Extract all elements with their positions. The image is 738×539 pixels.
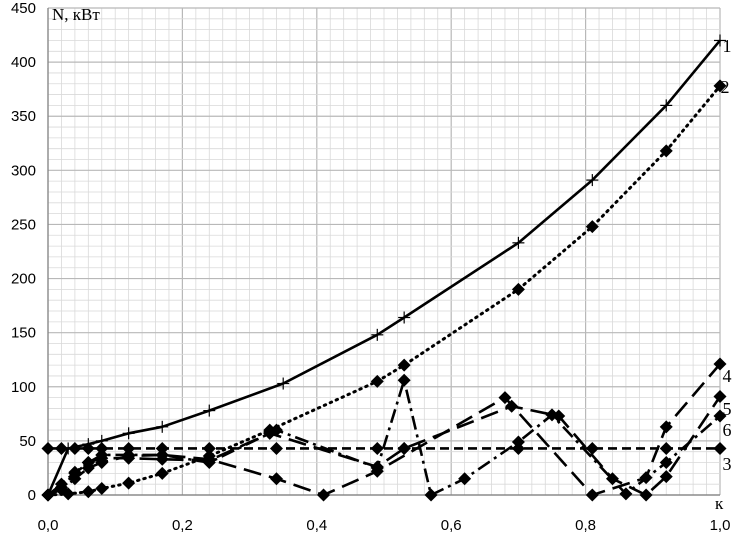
y-tick-label: 0 <box>28 487 36 504</box>
series-line-2 <box>46 84 722 497</box>
data-point-2 <box>659 144 673 158</box>
grid <box>47 7 721 496</box>
y-tick-label: 200 <box>11 271 36 288</box>
data-point-3 <box>54 441 68 455</box>
data-point-1 <box>371 328 384 341</box>
data-point-5 <box>605 472 619 486</box>
y-tick-label: 300 <box>11 162 36 179</box>
data-point-2 <box>585 220 599 234</box>
data-point-1 <box>122 427 135 440</box>
data-point-5 <box>659 470 673 484</box>
data-point-6 <box>713 409 727 423</box>
data-point-2 <box>122 476 136 490</box>
data-point-3 <box>269 441 283 455</box>
data-point-2 <box>511 282 525 296</box>
data-point-6 <box>545 408 559 422</box>
data-point-2 <box>397 358 411 372</box>
x-tick-label: 0,4 <box>306 517 327 534</box>
series-label-5: 5 <box>723 399 732 419</box>
series-label-3: 3 <box>723 454 732 474</box>
data-point-3 <box>68 441 82 455</box>
series-label-1: 1 <box>723 36 732 56</box>
data-point-6 <box>458 472 472 486</box>
y-tick-label: 100 <box>11 379 36 396</box>
data-point-2 <box>95 482 109 496</box>
y-tick-label: 50 <box>19 433 36 450</box>
data-point-6 <box>619 487 633 501</box>
data-point-3 <box>41 441 55 455</box>
data-point-6 <box>511 435 525 449</box>
data-point-2 <box>155 466 169 480</box>
data-point-4 <box>498 391 512 405</box>
series-label-4: 4 <box>723 366 732 386</box>
data-point-6 <box>659 456 673 470</box>
data-point-3 <box>659 441 673 455</box>
data-point-1 <box>660 99 673 112</box>
x-tick-label: 0,6 <box>441 517 462 534</box>
data-point-6 <box>155 448 169 462</box>
y-tick-label: 350 <box>11 108 36 125</box>
data-point-2 <box>713 79 727 93</box>
y-tick-label: 250 <box>11 216 36 233</box>
data-point-6 <box>269 423 283 437</box>
data-point-2 <box>81 485 95 499</box>
x-tick-label: 0,8 <box>575 517 596 534</box>
data-point-1 <box>398 311 411 324</box>
tick-labels: 0,0 0,2 0,4 0,6 0,8 1,0 0 50 100 150 200 250 300 350 4… <box>11 0 730 534</box>
data-point-4 <box>659 420 673 434</box>
x-tick-label: 0,2 <box>172 517 193 534</box>
data-point-3 <box>81 441 95 455</box>
x-axis-title: к <box>715 494 724 513</box>
data-point-1 <box>512 236 525 249</box>
data-point-1 <box>156 420 169 433</box>
data-point-4 <box>713 357 727 371</box>
data-point-5 <box>639 488 653 502</box>
data-point-6 <box>122 448 136 462</box>
data-point-5 <box>505 399 519 413</box>
data-point-5 <box>397 441 411 455</box>
x-tick-label: 1,0 <box>710 517 731 534</box>
series-labels: 1 2 3 4 56 <box>721 36 732 474</box>
data-point-3 <box>713 441 727 455</box>
data-point-4 <box>585 488 599 502</box>
series-label-6: 6 <box>723 420 732 440</box>
data-point-1 <box>586 174 599 187</box>
y-tick-label: 150 <box>11 325 36 342</box>
data-point-4 <box>317 488 331 502</box>
data-point-1 <box>277 377 290 390</box>
data-point-6 <box>81 456 95 470</box>
data-point-4 <box>639 471 653 485</box>
y-tick-label: 400 <box>11 54 36 71</box>
data-point-6 <box>68 465 82 479</box>
data-point-6 <box>370 461 384 475</box>
data-point-1 <box>203 404 216 417</box>
data-point-6 <box>41 488 55 502</box>
axes <box>47 8 720 496</box>
data-point-3 <box>370 441 384 455</box>
series-line-6 <box>47 378 721 497</box>
data-point-6 <box>202 456 216 470</box>
data-point-3 <box>202 441 216 455</box>
data-point-3 <box>585 441 599 455</box>
y-tick-label: 450 <box>11 0 36 17</box>
series-markers <box>41 34 727 502</box>
data-point-2 <box>370 374 384 388</box>
x-tick-label: 0,0 <box>38 517 59 534</box>
data-point-6 <box>424 488 438 502</box>
data-point-1 <box>714 34 726 47</box>
data-point-6 <box>54 477 68 491</box>
data-point-6 <box>95 448 109 462</box>
y-axis-title: N, кВт <box>52 5 100 24</box>
data-point-4 <box>269 472 283 486</box>
data-point-6 <box>397 373 411 387</box>
series-label-2: 2 <box>721 77 730 97</box>
data-point-5 <box>713 390 727 404</box>
